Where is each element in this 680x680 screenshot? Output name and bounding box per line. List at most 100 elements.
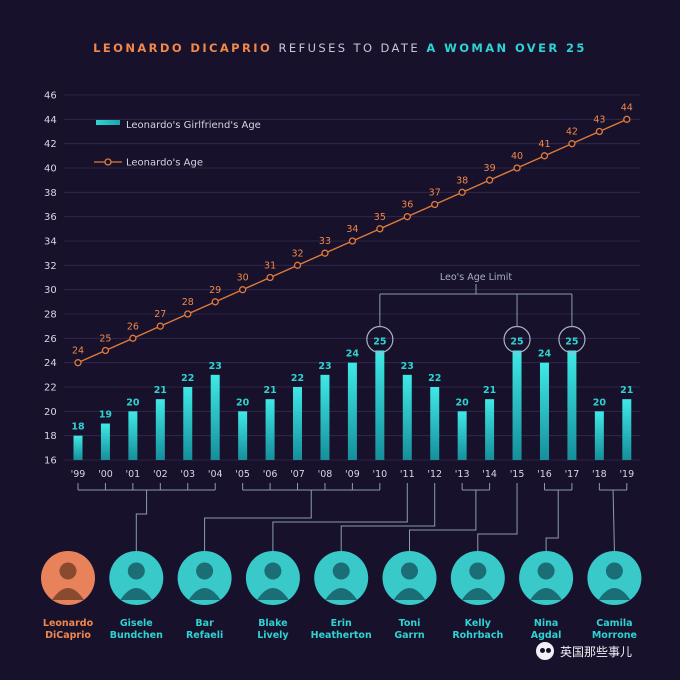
bar-girlfriend-age (430, 387, 440, 460)
bar-girlfriend-age (320, 374, 330, 460)
person-connector (612, 489, 615, 552)
x-tick-label: '17 (565, 469, 580, 480)
leo-age-label: 44 (621, 102, 633, 113)
x-tick-label: '05 (235, 469, 250, 480)
person-last-name: Heatherton (311, 630, 372, 641)
person-connector (545, 490, 559, 551)
leo-age-point (211, 298, 219, 306)
person-last-name: Bundchen (110, 630, 163, 641)
y-tick-label: 36 (44, 212, 57, 223)
x-tick-label: '03 (180, 469, 195, 480)
avatar-body (461, 588, 494, 600)
legend-marker-leo (104, 158, 112, 166)
x-tick-label: '07 (290, 469, 305, 480)
legend-label-leo: Leonardo's Age (126, 158, 203, 169)
person-first-name: Toni (399, 618, 421, 629)
leo-age-point (101, 346, 110, 355)
y-tick-label: 16 (44, 456, 57, 467)
y-tick-label: 46 (44, 91, 57, 102)
avatar-body (325, 588, 358, 600)
bar-girlfriend-age (347, 362, 357, 460)
x-tick-label: '08 (318, 469, 333, 480)
bar-girlfriend-age (100, 423, 110, 460)
leo-age-label: 34 (346, 224, 358, 235)
leo-age-label: 27 (154, 309, 166, 320)
x-tick-label: '11 (400, 469, 415, 480)
person-connector (409, 490, 477, 551)
person-first-name: Kelly (465, 618, 492, 629)
bar-value-label: 23 (318, 361, 331, 372)
y-tick-label: 32 (44, 261, 57, 272)
bar-value-label: 25 (510, 337, 523, 348)
leo-age-point (403, 213, 411, 221)
y-tick-label: 24 (44, 358, 57, 369)
leo-age-point (238, 286, 247, 294)
bar-value-label: 22 (291, 373, 304, 384)
x-tick-label: '99 (71, 469, 86, 480)
avatar-body (256, 588, 289, 600)
x-tick-label: '16 (537, 469, 552, 480)
leo-age-point (348, 237, 357, 245)
leo-age-label: 30 (237, 273, 249, 284)
person-first-name: Bar (195, 618, 214, 629)
bar-value-label: 20 (236, 397, 250, 408)
bar-value-label: 23 (209, 361, 222, 372)
legend-swatch-girlfriend (96, 120, 120, 125)
leo-age-point (485, 176, 494, 184)
person-first-name: Leonardo (43, 618, 94, 629)
leo-age-label: 28 (182, 297, 194, 308)
person-connector (135, 490, 148, 551)
bar-girlfriend-age (265, 399, 275, 460)
bar-value-label: 21 (263, 385, 276, 396)
avatar-head (127, 562, 145, 580)
bar-value-label: 20 (126, 397, 140, 408)
y-tick-label: 38 (44, 188, 57, 199)
person-first-name: Erin (331, 618, 352, 629)
x-tick-label: '19 (619, 469, 634, 480)
leo-age-point (293, 261, 302, 269)
y-tick-label: 26 (44, 334, 57, 345)
person-first-name: Nina (534, 618, 558, 629)
leo-age-point (156, 322, 164, 330)
watermark: 英国那些事儿 (536, 640, 632, 662)
person-connector (204, 490, 312, 551)
leo-age-label: 43 (593, 115, 605, 126)
avatar-body (393, 588, 426, 600)
bar-girlfriend-age (73, 435, 83, 460)
legend-label-girlfriend: Leonardo's Girlfriend's Age (126, 120, 261, 131)
y-tick-label: 44 (44, 115, 57, 126)
avatar-head (332, 562, 350, 580)
avatar-head (264, 562, 282, 580)
x-tick-label: '09 (345, 469, 360, 480)
avatar-head (537, 562, 555, 580)
annotation-label: Leo's Age Limit (440, 272, 513, 283)
bar-value-label: 21 (620, 385, 633, 396)
x-tick-label: '18 (592, 469, 607, 480)
bar-girlfriend-age (567, 350, 577, 460)
avatar-head (59, 562, 77, 580)
leo-age-label: 37 (429, 188, 441, 199)
avatar-body (120, 588, 153, 600)
person-connector (272, 483, 408, 551)
leo-age-point (458, 188, 466, 196)
leo-age-label: 32 (291, 248, 303, 259)
person-last-name: Refaeli (186, 630, 223, 641)
x-tick-label: '01 (126, 469, 141, 480)
leo-age-label: 24 (72, 346, 84, 357)
leo-age-point (74, 359, 82, 367)
leo-age-point (376, 225, 384, 233)
person-first-name: Camila (596, 618, 632, 629)
title-part-age: A WOMAN OVER 25 (426, 41, 587, 55)
person-last-name: Garrn (394, 630, 425, 641)
leo-age-label: 35 (374, 212, 386, 223)
leo-age-point (431, 200, 439, 209)
x-tick-label: '06 (263, 469, 278, 480)
x-tick-label: '12 (427, 469, 442, 480)
avatar-head (605, 562, 623, 580)
title-part-middle: REFUSES TO DATE (278, 41, 420, 55)
x-tick-label: '04 (208, 469, 223, 480)
bar-value-label: 22 (181, 373, 194, 384)
bar-girlfriend-age (485, 399, 495, 460)
leo-age-label: 31 (264, 261, 276, 272)
